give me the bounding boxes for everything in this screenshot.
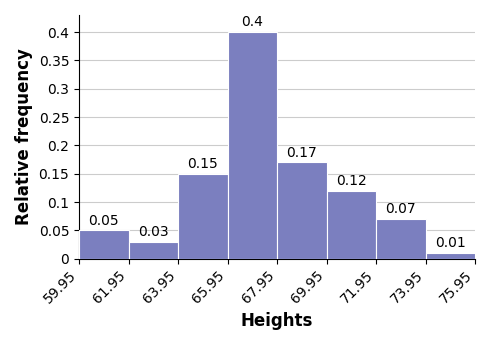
Text: 0.05: 0.05 [89, 214, 119, 228]
Text: 0.4: 0.4 [242, 15, 263, 29]
Bar [376, 219, 425, 259]
Text: 0.03: 0.03 [138, 225, 169, 239]
Bar [277, 162, 326, 259]
X-axis label: Heights: Heights [241, 312, 313, 330]
Bar [128, 242, 178, 259]
Bar [425, 253, 475, 259]
Y-axis label: Relative frequency: Relative frequency [15, 48, 33, 225]
Bar [326, 191, 376, 259]
Bar [79, 230, 128, 259]
Text: 0.17: 0.17 [286, 146, 317, 159]
Bar [227, 32, 277, 259]
Text: 0.12: 0.12 [336, 174, 367, 188]
Text: 0.15: 0.15 [187, 157, 218, 171]
Text: 0.01: 0.01 [435, 236, 466, 250]
Text: 0.07: 0.07 [386, 202, 416, 216]
Bar [178, 174, 227, 259]
